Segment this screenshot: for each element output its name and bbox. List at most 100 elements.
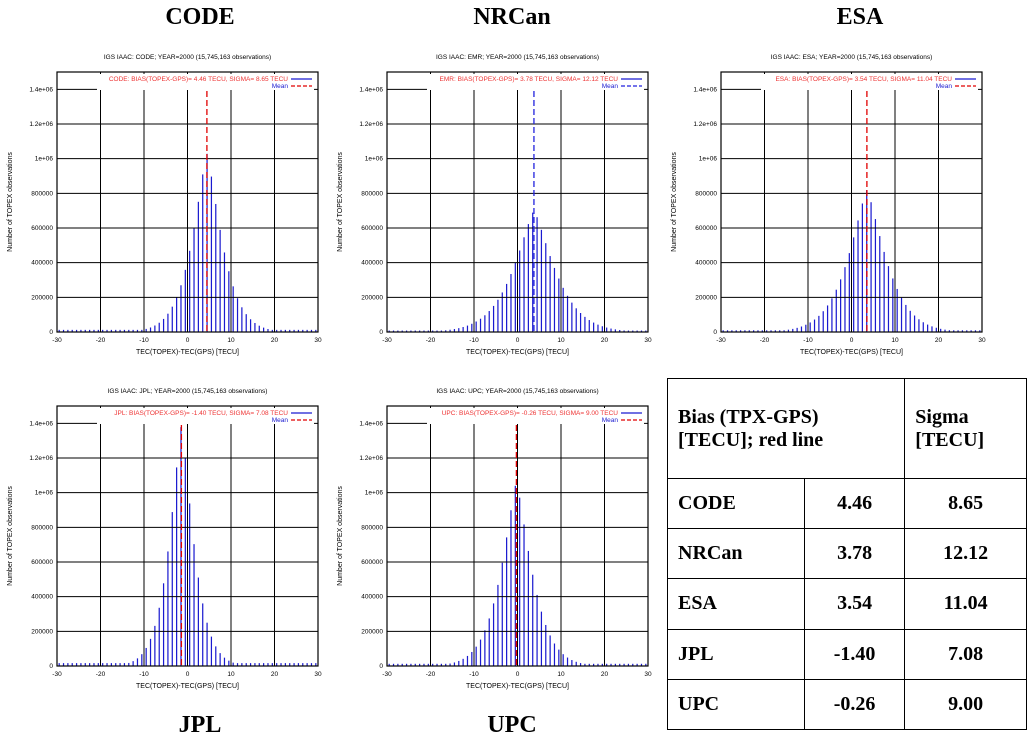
x-tick-label: -30 (52, 671, 62, 678)
y-tick-label: 1.4e+06 (359, 420, 383, 427)
histogram-bar (974, 330, 977, 332)
x-tick-label: 10 (557, 671, 565, 678)
histogram-bar (189, 503, 191, 666)
histogram-bar (553, 267, 556, 332)
histogram-bar (306, 329, 308, 332)
histogram-bar (445, 663, 447, 666)
x-tick-label: 30 (644, 337, 652, 344)
histogram-bar (189, 250, 191, 332)
histogram-bar (562, 654, 564, 666)
histogram-bar (141, 329, 143, 332)
y-tick-label: 200000 (361, 294, 383, 301)
y-tick-label: 1e+06 (365, 156, 384, 163)
histogram-bar (102, 663, 104, 666)
x-tick-label: -30 (716, 337, 726, 344)
histogram-bar (853, 237, 855, 332)
histogram-bar (545, 243, 547, 332)
histogram-bar (123, 663, 126, 666)
histogram-bar (405, 330, 408, 332)
y-tick-label: 200000 (361, 628, 383, 635)
y-tick-label: 1.2e+06 (29, 455, 53, 462)
histogram-bar (388, 330, 390, 332)
histogram-upc: IGS IAAC: UPC; YEAR=2000 (15,745,163 obs… (337, 388, 652, 690)
histogram-bar (80, 663, 82, 666)
sigma-cell: 9.00 (904, 678, 1027, 731)
histogram-bar (584, 316, 586, 332)
y-tick-label: 1.4e+06 (29, 86, 53, 93)
histogram-bar (193, 227, 195, 332)
histogram-bar (627, 330, 630, 332)
histogram-bar (202, 174, 204, 332)
histogram-bar (310, 663, 313, 666)
histogram-bar (896, 288, 898, 332)
x-tick-label: -20 (96, 337, 106, 344)
histogram-bar (510, 510, 512, 666)
histogram-bar (136, 329, 139, 332)
x-tick-label: -20 (96, 671, 106, 678)
histogram-bar (280, 663, 282, 666)
legend-mean-label: Mean (936, 83, 953, 90)
histogram-bar (571, 660, 573, 666)
y-tick-label: 600000 (695, 225, 717, 232)
histogram-bar (726, 330, 729, 332)
histogram-bar (249, 663, 252, 666)
sigma-header: Sigma [TECU] (904, 378, 1027, 479)
histogram-bar (410, 663, 412, 666)
center-cell: JPL (667, 628, 805, 680)
y-tick-label: 400000 (361, 594, 383, 601)
histogram-bar (210, 176, 213, 332)
histogram-bar (58, 663, 60, 666)
y-tick-label: 1e+06 (35, 156, 54, 163)
histogram-bar (501, 292, 503, 332)
histogram-bar (579, 663, 582, 666)
histogram-bar (215, 646, 217, 666)
y-tick-label: 600000 (31, 559, 53, 566)
x-tick-label: 10 (557, 337, 565, 344)
histogram-bar (154, 625, 156, 666)
histogram-bar (302, 329, 304, 332)
histogram-bar (623, 330, 625, 332)
histogram-bar (71, 329, 73, 332)
histogram-bar (953, 330, 955, 332)
y-tick-label: 600000 (361, 559, 383, 566)
histogram-bar (606, 327, 608, 332)
histogram-bar (149, 327, 152, 332)
histogram-bar (267, 328, 269, 332)
histogram-bar (297, 329, 300, 332)
plot-title: IGS IAAC: CODE; YEAR=2000 (15,745,163 ob… (104, 54, 271, 61)
plot-title: IGS IAAC: UPC; YEAR=2000 (15,745,163 obs… (436, 388, 598, 395)
histogram-bar (284, 329, 286, 332)
histogram-bar (397, 663, 399, 666)
histogram-bar (479, 639, 482, 666)
table-row: ESA 3.54 11.04 (667, 578, 1027, 630)
x-tick-label: 30 (314, 337, 322, 344)
histogram-bar (588, 663, 590, 666)
histogram-bar (167, 551, 169, 666)
histogram-bar (263, 327, 265, 332)
histogram-bar (735, 330, 737, 332)
histogram-bar (71, 663, 73, 666)
histogram-bar (831, 298, 833, 332)
histogram-bar (388, 663, 390, 666)
y-tick-label: 1.4e+06 (693, 86, 717, 93)
histogram-bar (397, 330, 399, 332)
histogram-bar (558, 649, 560, 666)
histogram-bar (787, 329, 790, 332)
sigma-cell: 12.12 (904, 528, 1027, 580)
histogram-bar (757, 330, 759, 332)
histogram-bar (436, 663, 438, 666)
table-row: NRCan 3.78 12.12 (667, 528, 1027, 580)
histogram-bar (883, 251, 885, 332)
histogram-bar (297, 663, 300, 666)
histogram-bar (67, 329, 69, 332)
x-tick-label: 10 (227, 671, 235, 678)
center-cell: ESA (667, 578, 805, 630)
y-axis-label: Number of TOPEX observations (7, 152, 14, 252)
legend-mean-label: Mean (272, 83, 289, 90)
legend-mean-label: Mean (602, 83, 619, 90)
x-tick-label: 20 (271, 671, 279, 678)
histogram-bar (731, 330, 733, 332)
y-tick-label: 0 (379, 329, 383, 336)
histogram-bar (132, 329, 134, 332)
histogram-bar (527, 224, 529, 332)
